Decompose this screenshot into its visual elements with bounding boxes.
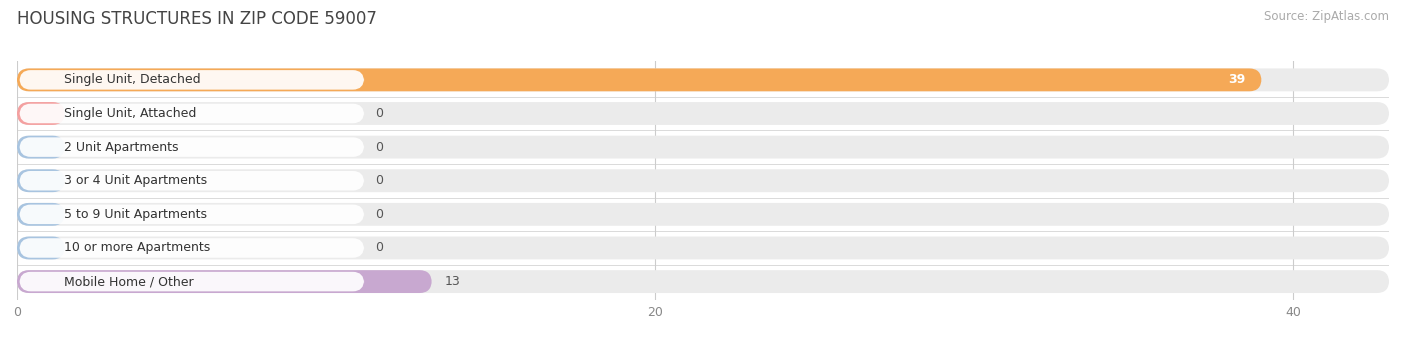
Text: Mobile Home / Other: Mobile Home / Other bbox=[65, 275, 194, 288]
FancyBboxPatch shape bbox=[17, 69, 1261, 91]
FancyBboxPatch shape bbox=[17, 270, 1389, 293]
Text: Source: ZipAtlas.com: Source: ZipAtlas.com bbox=[1264, 10, 1389, 23]
Text: 0: 0 bbox=[375, 241, 384, 254]
FancyBboxPatch shape bbox=[17, 136, 1389, 159]
Text: 10 or more Apartments: 10 or more Apartments bbox=[65, 241, 211, 254]
Text: 0: 0 bbox=[375, 174, 384, 187]
FancyBboxPatch shape bbox=[17, 102, 65, 125]
FancyBboxPatch shape bbox=[17, 169, 65, 192]
Text: 0: 0 bbox=[375, 140, 384, 153]
FancyBboxPatch shape bbox=[17, 136, 65, 159]
Text: 0: 0 bbox=[375, 208, 384, 221]
FancyBboxPatch shape bbox=[17, 237, 65, 260]
FancyBboxPatch shape bbox=[20, 205, 364, 224]
FancyBboxPatch shape bbox=[20, 272, 364, 291]
Text: HOUSING STRUCTURES IN ZIP CODE 59007: HOUSING STRUCTURES IN ZIP CODE 59007 bbox=[17, 10, 377, 28]
FancyBboxPatch shape bbox=[17, 270, 432, 293]
FancyBboxPatch shape bbox=[17, 203, 1389, 226]
FancyBboxPatch shape bbox=[20, 70, 364, 90]
FancyBboxPatch shape bbox=[17, 169, 1389, 192]
FancyBboxPatch shape bbox=[20, 137, 364, 157]
FancyBboxPatch shape bbox=[17, 203, 65, 226]
FancyBboxPatch shape bbox=[20, 104, 364, 123]
FancyBboxPatch shape bbox=[17, 69, 1389, 91]
Text: 5 to 9 Unit Apartments: 5 to 9 Unit Apartments bbox=[65, 208, 207, 221]
Text: 3 or 4 Unit Apartments: 3 or 4 Unit Apartments bbox=[65, 174, 207, 187]
Text: Single Unit, Detached: Single Unit, Detached bbox=[65, 73, 201, 86]
FancyBboxPatch shape bbox=[20, 238, 364, 258]
Text: 39: 39 bbox=[1229, 73, 1246, 86]
Text: 0: 0 bbox=[375, 107, 384, 120]
FancyBboxPatch shape bbox=[17, 237, 1389, 260]
Text: 2 Unit Apartments: 2 Unit Apartments bbox=[65, 140, 179, 153]
FancyBboxPatch shape bbox=[20, 171, 364, 191]
Text: 13: 13 bbox=[444, 275, 460, 288]
Text: Single Unit, Attached: Single Unit, Attached bbox=[65, 107, 197, 120]
FancyBboxPatch shape bbox=[17, 102, 1389, 125]
